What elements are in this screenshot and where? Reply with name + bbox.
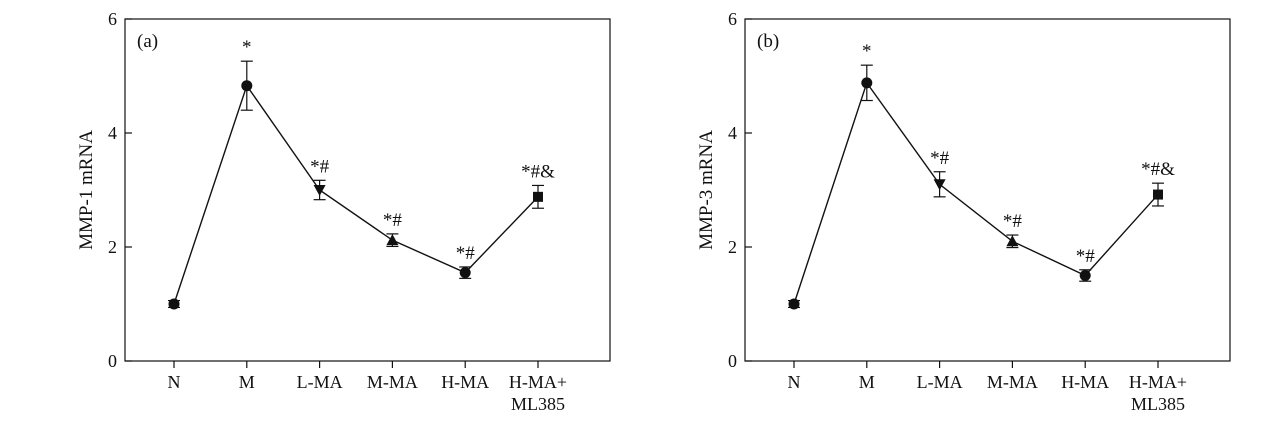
c0-significance-label: *: [242, 37, 252, 58]
c1-significance-label: *#: [930, 148, 950, 169]
c0-data-point: [386, 234, 399, 246]
c0-data-point: [168, 298, 180, 310]
c0-data-point: [313, 185, 326, 196]
c0-x-tick-label: L-MA: [297, 372, 343, 392]
c0-significance-label: *#: [310, 156, 330, 177]
c1-panel-label: (b): [757, 31, 779, 52]
c0-y-axis-label: MMP-1 mRNA: [76, 130, 97, 250]
c1-series-line: [793, 81, 1159, 305]
c1-y-axis-label: MMP-3 mRNA: [696, 130, 717, 250]
c1-y-tick-label: 6: [728, 9, 737, 29]
c1-data-point: [1153, 189, 1163, 200]
c1-x-tick-label: H-MA: [1061, 372, 1109, 392]
c0-x-tick-label: M: [239, 372, 255, 392]
c0-significance-label: *#&: [521, 161, 555, 182]
c1-x-tick-label: M: [859, 372, 875, 392]
c0-x-tick-label: H-MA: [441, 372, 489, 392]
c1-x-tick-label: M-MA: [987, 372, 1038, 392]
c1-data-point: [1079, 270, 1091, 281]
c1-significance-label: *: [862, 41, 872, 62]
c0-data-point: [241, 80, 253, 92]
c1-y-tick-label: 0: [728, 351, 737, 371]
c1-plot-frame: [744, 18, 1231, 362]
c0-series-line: [173, 84, 539, 305]
c1-significance-label: *#: [1076, 246, 1096, 267]
c0-plot-frame: [124, 18, 611, 362]
c1-x-tick-label: N: [788, 372, 801, 392]
c1-significance-label: *#&: [1141, 159, 1175, 180]
chart-panel-b: 0 2 4 6 N M L-MA M-MA H-MA H-MA+ ML385 MMP-3 mRNA (b…: [620, 0, 1240, 424]
c0-significance-label: *#: [383, 210, 403, 231]
chart-panel-a: 0 2 4 6 N M L-MA M-MA H-MA H-MA+ ML385 MMP-1 mRNA (a…: [0, 0, 620, 424]
mmp3-chart: 0 2 4 6 N M L-MA M-MA H-MA H-MA+ ML385 MMP-3 mRNA (b…: [696, 9, 1231, 414]
c0-significance-label: *#: [456, 243, 476, 264]
c0-x-tick-label: N: [168, 372, 181, 392]
c1-data-point: [933, 179, 946, 191]
c0-y-tick-label: 0: [108, 351, 117, 371]
c1-x-tick-label: H-MA+ ML385: [1129, 372, 1187, 414]
c0-panel-label: (a): [137, 31, 158, 52]
c1-significance-label: *#: [1003, 211, 1023, 232]
c0-data-point: [459, 267, 471, 279]
c1-y-tick-label: 2: [728, 237, 737, 257]
c1-data-point: [1006, 235, 1019, 247]
c1-y-tick-label: 4: [728, 123, 737, 143]
c0-y-tick-label: 2: [108, 237, 117, 257]
c1-data-point: [788, 298, 800, 310]
c0-x-tick-label: M-MA: [367, 372, 418, 392]
c0-y-tick-label: 6: [108, 9, 117, 29]
c1-data-point: [861, 77, 873, 89]
c1-x-tick-label: L-MA: [917, 372, 963, 392]
c0-data-point: [533, 191, 543, 202]
c0-y-tick-label: 4: [108, 123, 117, 143]
c0-x-tick-label: H-MA+ ML385: [509, 372, 567, 414]
mmp1-chart: 0 2 4 6 N M L-MA M-MA H-MA H-MA+ ML385 MMP-1 mRNA (a…: [76, 9, 611, 414]
